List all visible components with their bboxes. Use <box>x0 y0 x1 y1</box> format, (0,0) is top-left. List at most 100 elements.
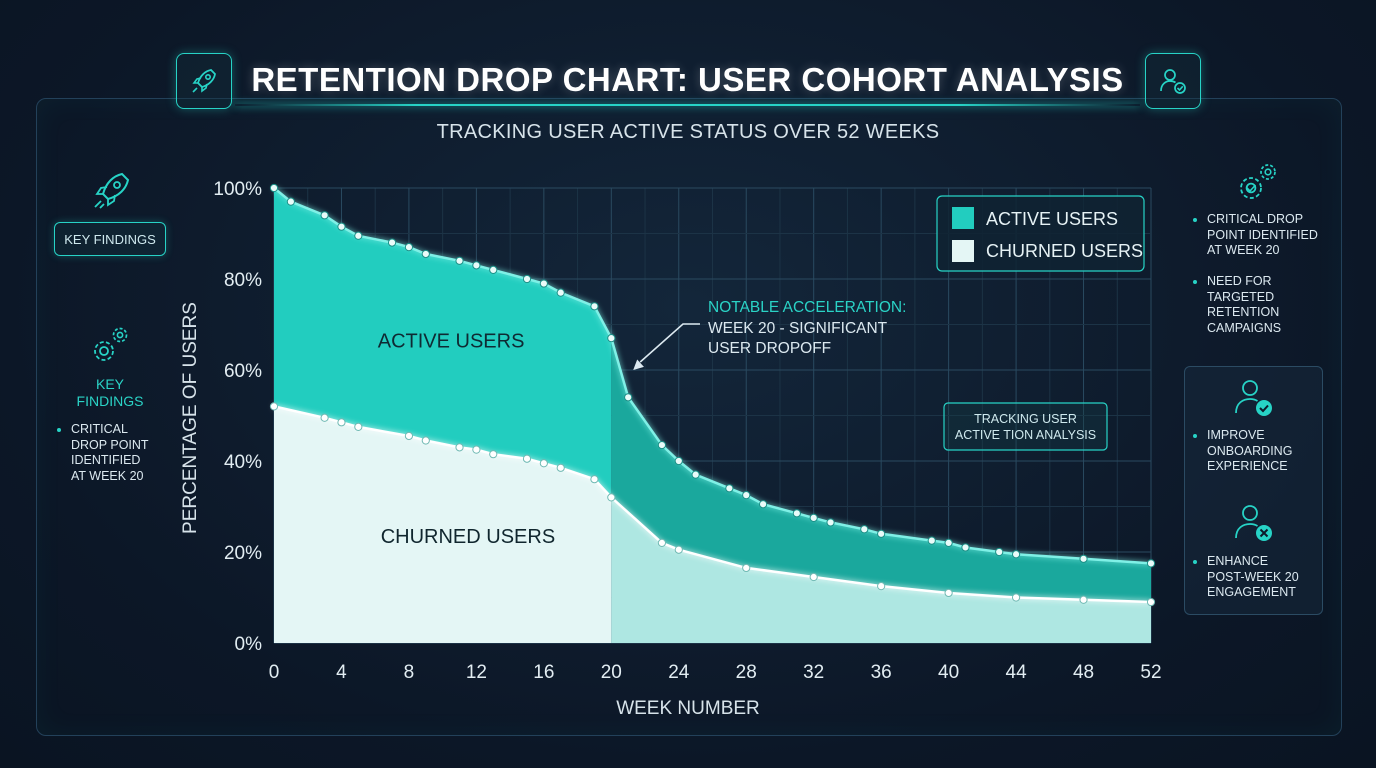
chart-legend: ACTIVE USERS CHURNED USERS <box>936 195 1145 272</box>
data-point-active <box>944 538 953 548</box>
left-bullet-line: CRITICAL <box>71 422 128 436</box>
x-tick-label: 48 <box>1073 662 1094 683</box>
data-point-active <box>590 302 599 311</box>
area-active-before <box>274 188 612 498</box>
legend-swatch-churned <box>952 240 974 262</box>
right-bullet-2: NEED FOR TARGETED RETENTION CAMPAIGNS <box>1193 274 1347 336</box>
data-point-churned <box>607 493 616 502</box>
data-point-churned <box>337 418 346 427</box>
data-point-churned <box>489 450 498 459</box>
data-point-active <box>269 183 279 193</box>
x-tick-label: 12 <box>466 662 487 683</box>
data-point-churned <box>269 402 279 411</box>
data-point-active <box>691 470 700 479</box>
right-box-bullet-line: ENHANCE <box>1207 554 1269 568</box>
subtitle: TRACKING USER ACTIVE STATUS OVER 52 WEEK… <box>436 121 940 143</box>
right-bullet-line: CRITICAL DROP <box>1207 212 1304 226</box>
left-gears-icon <box>86 323 134 374</box>
right-box-bullet-line: IMPROVE <box>1207 428 1265 442</box>
right-box-bullet-line: POST-WEEK 20 <box>1207 569 1299 584</box>
legend-label-active: ACTIVE USERS <box>986 209 1118 229</box>
x-tick-label: 0 <box>269 662 280 683</box>
data-point-active <box>489 265 498 274</box>
legend-frame <box>936 195 1145 272</box>
right-bullet-line: NEED FOR <box>1207 274 1272 288</box>
x-tick-label: 4 <box>336 662 347 683</box>
key-findings-line-2: FINDINGS <box>76 393 144 409</box>
right-bullet-line: POINT IDENTIFIED <box>1207 227 1318 242</box>
data-point-churned <box>809 572 818 582</box>
legend-swatch-active <box>952 207 974 229</box>
data-point-active <box>522 274 532 284</box>
data-point-active <box>809 513 818 522</box>
data-point-active <box>455 256 464 265</box>
key-findings-label: KEY FINDINGS <box>60 376 160 410</box>
chart-points <box>269 183 1156 607</box>
title-rocket-icon <box>176 53 232 109</box>
left-bullet-line: IDENTIFIED <box>71 453 141 467</box>
data-point-active <box>1011 550 1021 559</box>
chart-axes: 0 4 8 12 16 20 24 28 32 36 40 44 48 520%20%40%60%80%1… <box>213 179 1161 683</box>
x-tick-label: 20 <box>601 662 622 683</box>
page-title: RETENTION DROP CHART: USER COHORT ANALYS… <box>251 61 1124 98</box>
data-point-active <box>404 243 414 252</box>
data-point-active <box>792 509 801 518</box>
data-point-churned <box>354 422 363 431</box>
data-point-churned <box>1079 595 1088 604</box>
title-underline <box>235 104 1140 106</box>
user-x-icon <box>1230 500 1278 551</box>
annotation-arrow <box>639 323 700 363</box>
left-rocket-icon <box>86 168 134 221</box>
area-churned-after <box>611 497 1151 643</box>
data-point-churned <box>556 463 565 472</box>
right-gears-icon <box>1232 160 1282 213</box>
key-findings-pill[interactable]: KEY FINDINGS <box>54 222 166 256</box>
data-point-churned <box>1011 593 1021 602</box>
data-point-active <box>556 288 565 297</box>
data-point-churned <box>590 475 599 484</box>
key-findings-line-1: KEY <box>95 376 124 392</box>
right-bullet-line: RETENTION <box>1207 305 1280 319</box>
left-bullet-line: AT WEEK 20 <box>71 468 144 483</box>
data-point-churned <box>455 443 464 452</box>
data-point-active <box>758 500 768 509</box>
annotation-arrowhead <box>633 359 644 370</box>
data-point-churned <box>421 436 430 445</box>
data-point-active <box>286 197 295 206</box>
data-point-active <box>826 518 835 527</box>
data-point-active <box>725 484 734 493</box>
area-active-after <box>611 338 1151 602</box>
data-point-churned <box>320 413 329 422</box>
data-point-active <box>320 211 329 220</box>
data-point-active <box>624 393 633 402</box>
right-box-bullet-line: ONBOARDING <box>1207 443 1293 458</box>
chart-areas <box>274 188 1151 643</box>
x-tick-label: 32 <box>803 662 824 683</box>
x-tick-label: 28 <box>736 662 757 683</box>
x-tick-label: 8 <box>404 662 415 683</box>
data-point-active <box>742 491 751 500</box>
recommendations-box <box>1184 366 1323 615</box>
data-point-active <box>877 529 886 538</box>
content-frame <box>36 98 1342 736</box>
data-point-active <box>927 536 936 545</box>
y-tick-label: 0% <box>235 634 263 655</box>
area-label-churned: CHURNED USERS <box>381 526 555 548</box>
data-point-churned <box>522 454 532 463</box>
data-point-active <box>421 249 430 259</box>
x-tick-label: 24 <box>668 662 690 683</box>
left-bullet: CRITICAL DROP POINT IDENTIFIED AT WEEK 2… <box>57 422 181 484</box>
annotation-acceleration: NOTABLE ACCELERATION: WEEK 20 - SIGNIFIC… <box>633 299 906 370</box>
data-point-active <box>995 547 1004 557</box>
x-tick-label: 52 <box>1140 662 1161 683</box>
x-tick-label: 16 <box>533 662 554 683</box>
y-axis-label: PERCENTAGE OF USERS <box>180 302 201 534</box>
x-tick-label: 36 <box>871 662 892 683</box>
tracking-box-line-2: ACTIVE TION ANALYSIS <box>955 428 1096 442</box>
title-user-check-icon <box>1145 53 1201 109</box>
x-tick-label: 40 <box>938 662 959 683</box>
data-point-active <box>1146 559 1156 568</box>
y-tick-label: 100% <box>213 179 262 200</box>
area-label-active: ACTIVE USERS <box>378 330 525 352</box>
